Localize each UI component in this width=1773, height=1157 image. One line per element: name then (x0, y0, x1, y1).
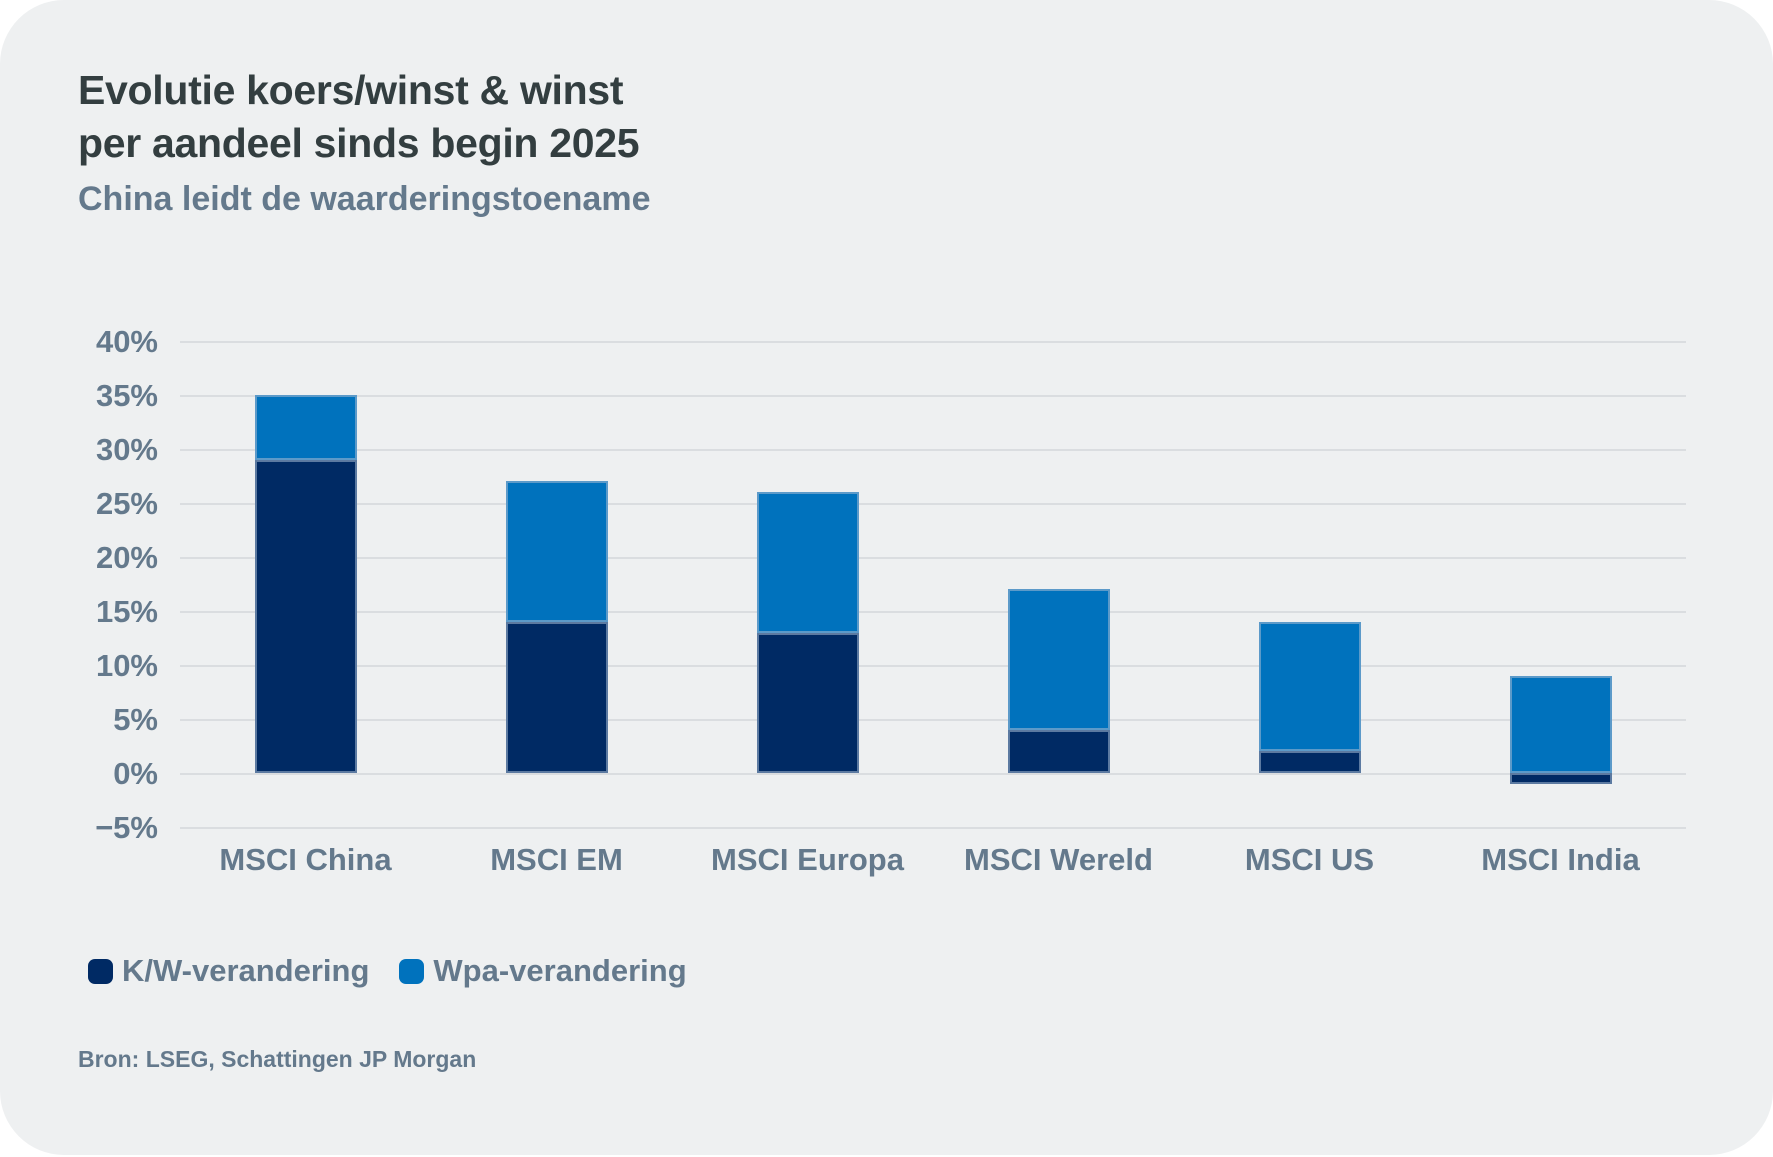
y-tick-label-25: 25% (95, 486, 158, 521)
legend-swatch-k-w-verandering (88, 958, 113, 984)
bar-segment-wpa-verandering-msci-us (1258, 621, 1361, 752)
y-tick-label-40: 40% (95, 324, 158, 359)
x-axis-label-msci-wereld: MSCI Wereld (964, 842, 1153, 877)
bar-segment-k-w-verandering-msci-india (1509, 773, 1612, 784)
legend-item-k-w-verandering: K/W-verandering (88, 953, 369, 989)
source-note: Bron: LSEG, Schattingen JP Morgan (78, 1046, 477, 1072)
x-axis-label-msci-india: MSCI India (1481, 842, 1640, 877)
bar-segment-k-w-verandering-msci-europa (756, 632, 859, 773)
bar-segment-wpa-verandering-msci-europa (756, 492, 859, 633)
x-axis-label-msci-us: MSCI US (1244, 842, 1375, 877)
y-tick-label-15: 15% (95, 594, 158, 629)
x-axis-label-msci-em: MSCI EM (490, 842, 623, 877)
legend-label-k-w-verandering: K/W-verandering (122, 953, 370, 988)
legend-item-wpa-verandering: Wpa-verandering (399, 953, 687, 989)
x-axis-label-msci-europa: MSCI Europa (711, 842, 904, 877)
gridline-5 (180, 719, 1686, 721)
bar-segment-wpa-verandering-msci-india (1509, 675, 1612, 773)
gridline-0 (180, 773, 1686, 775)
bar-segment-k-w-verandering-msci-china (254, 459, 357, 773)
bar-segment-wpa-verandering-msci-em (505, 481, 608, 622)
chart-subtitle: China leidt de waarderingstoename (78, 180, 651, 218)
page-title-line-2: per aandeel sinds begin 2025 (78, 120, 640, 166)
gridline-35 (180, 395, 1686, 397)
y-tick-label-0: 0% (113, 756, 158, 791)
gridline-5 (180, 827, 1686, 829)
bar-segment-k-w-verandering-msci-us (1258, 751, 1361, 773)
page-title-line-1: Evolutie koers/winst & winst (78, 67, 624, 113)
gridline-15 (180, 611, 1686, 613)
bar-segment-k-w-verandering-msci-em (505, 621, 608, 773)
legend-label-wpa-verandering: Wpa-verandering (433, 953, 687, 988)
y-tick-label-10: 10% (95, 648, 158, 683)
gridline-30 (180, 449, 1686, 451)
bar-segment-wpa-verandering-msci-china (254, 395, 357, 460)
bar-segment-k-w-verandering-msci-wereld (1007, 729, 1110, 773)
y-tick-label-5: 5% (113, 702, 158, 737)
y-tick-label-35: 35% (95, 378, 158, 413)
gridline-20 (180, 557, 1686, 559)
legend-swatch-wpa-verandering (399, 958, 425, 984)
chart-legend: K/W-verandering Wpa-verandering (88, 953, 687, 989)
gridline-40 (180, 341, 1686, 343)
x-axis-label-msci-china: MSCI China (219, 842, 392, 877)
page-title: Evolutie koers/winst & winst per aandeel… (78, 64, 640, 170)
y-tick-label-30: 30% (95, 432, 158, 467)
bar-segment-wpa-verandering-msci-wereld (1007, 589, 1110, 730)
gridline-25 (180, 503, 1686, 505)
y-tick-label-5: −5% (95, 810, 158, 845)
y-tick-label-20: 20% (95, 540, 158, 575)
gridline-10 (180, 665, 1686, 667)
